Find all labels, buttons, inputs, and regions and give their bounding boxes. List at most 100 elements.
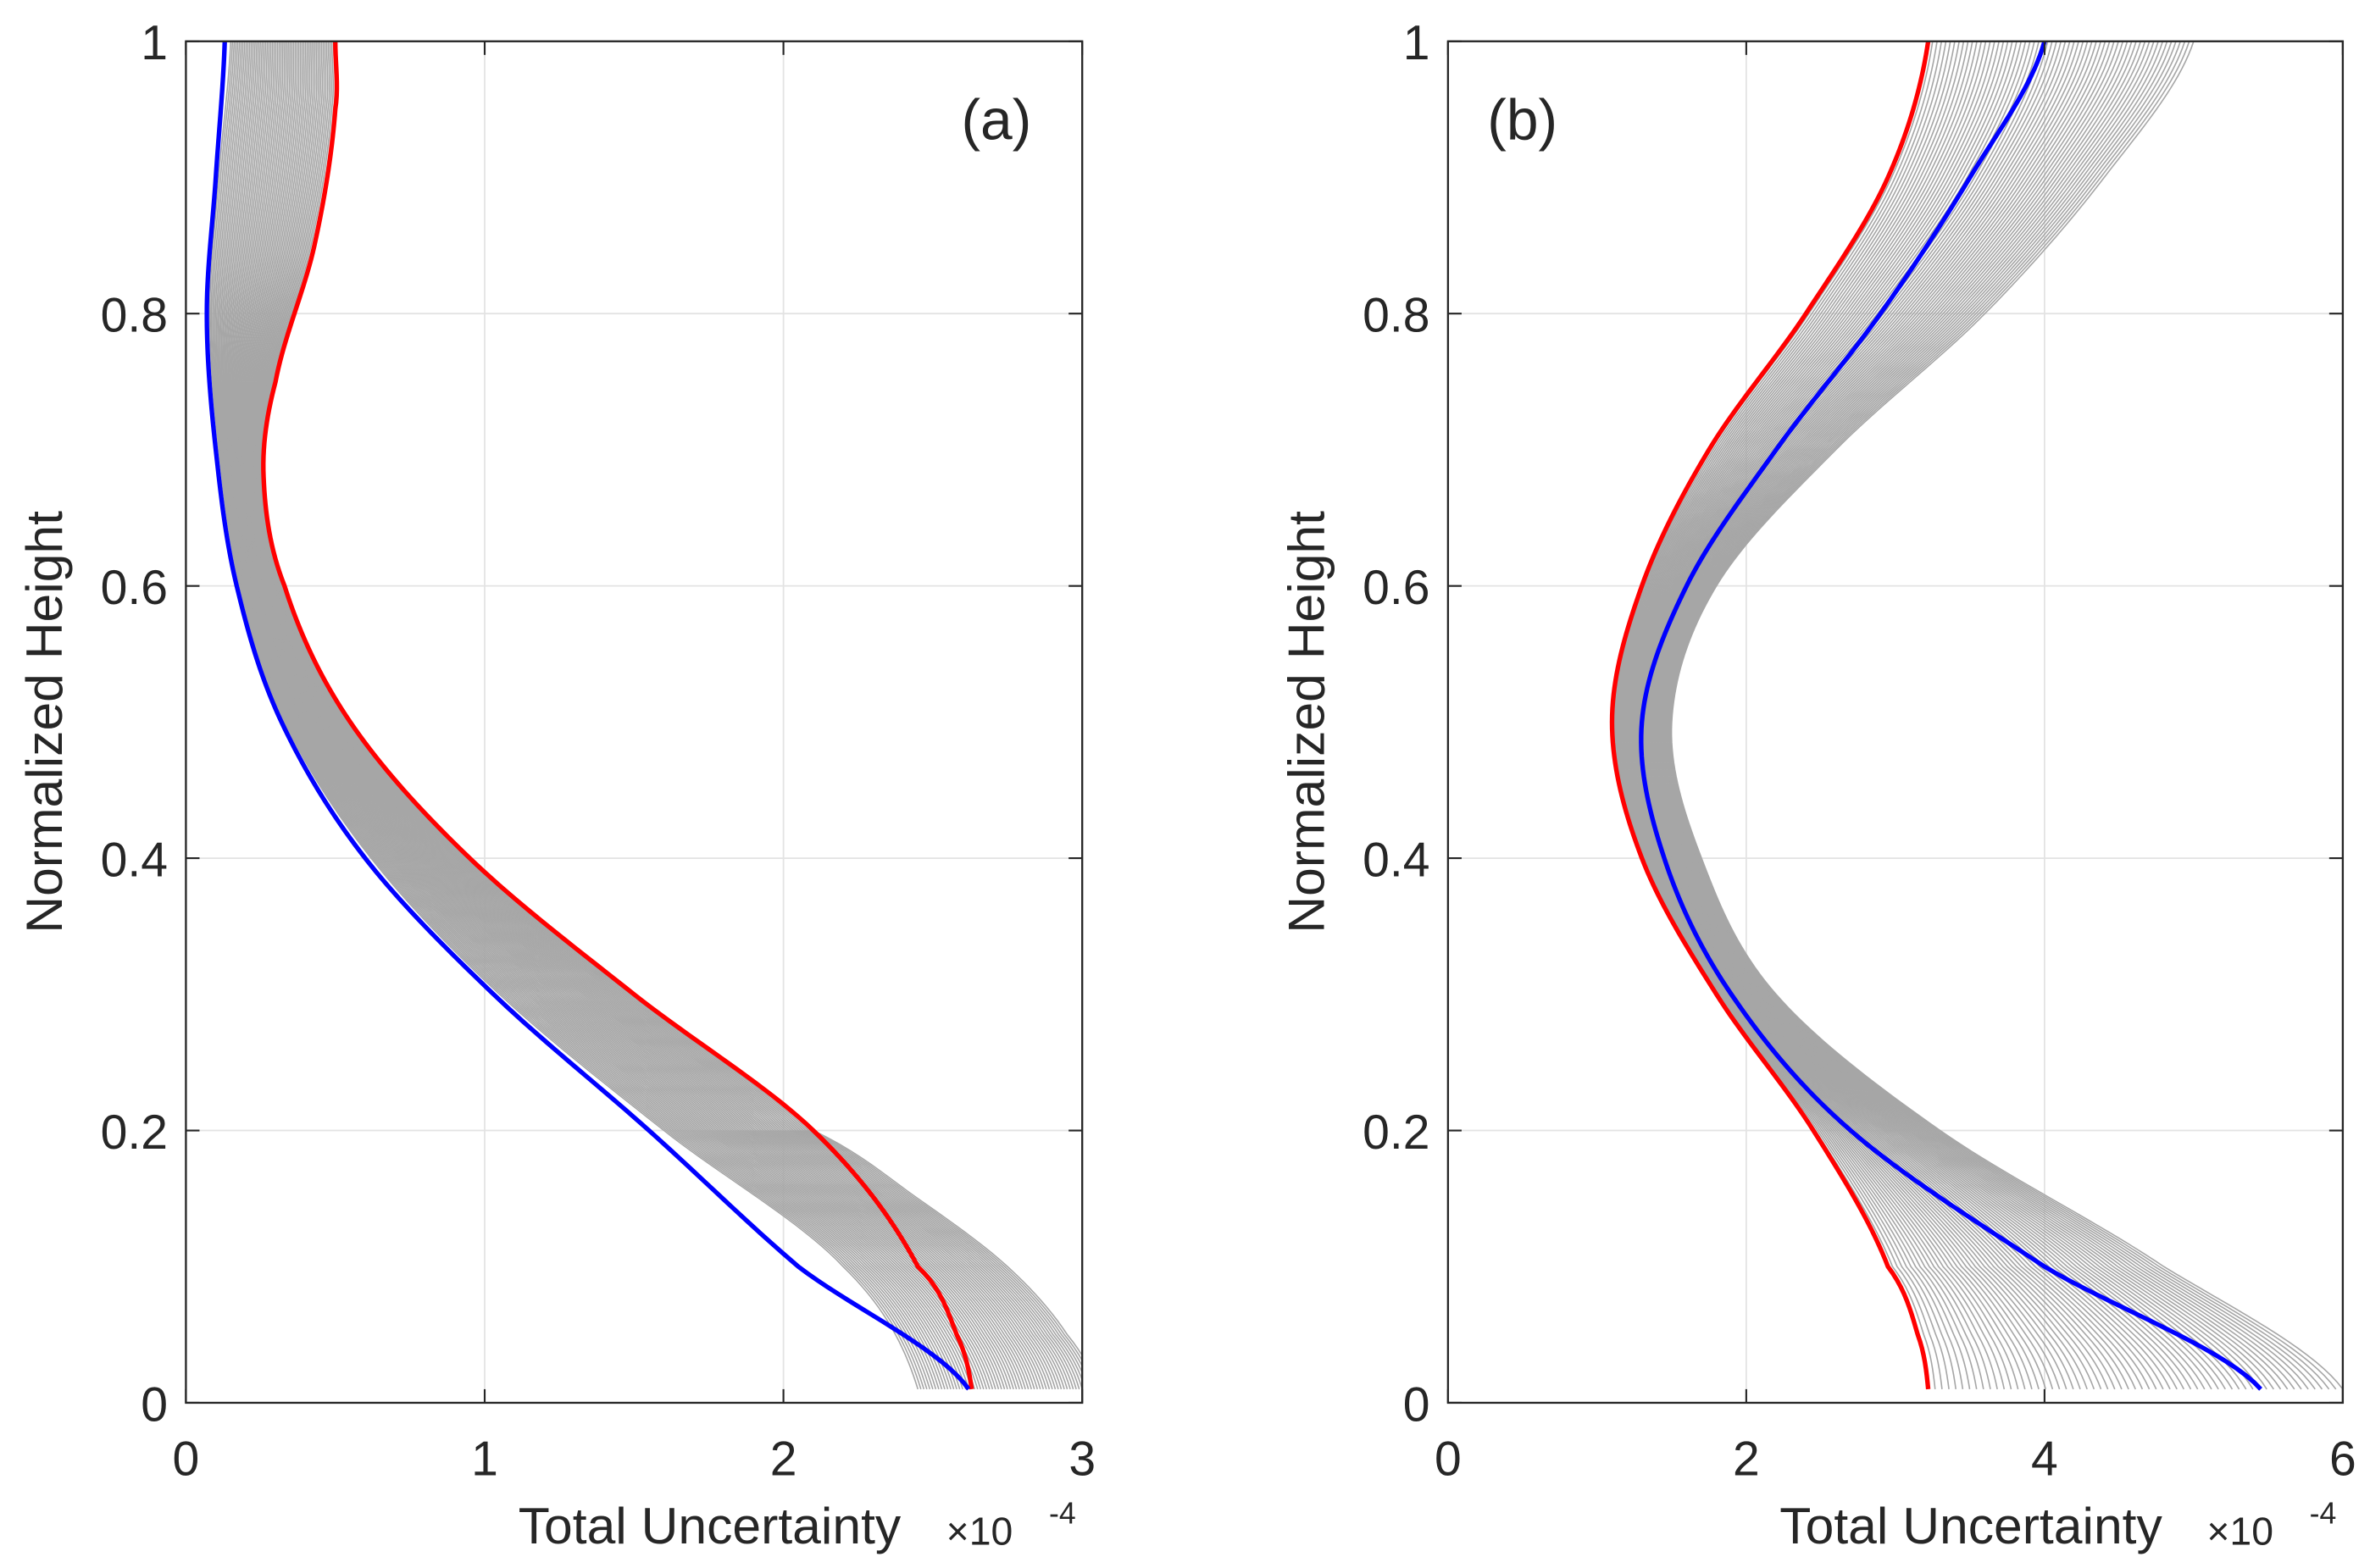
gray-ensemble-line [230,41,976,1390]
gray-ensemble-line [258,41,1080,1390]
gray-ensemble-line [1657,41,2247,1390]
gray-ensemble-line [260,41,1083,1375]
gray-ensemble-line [241,41,1012,1390]
gray-ensemble-line [213,41,928,1390]
x-tick-label: 0 [1435,1432,1462,1487]
gray-ensemble-line [251,41,1051,1390]
y-tick-label: 1 [1403,16,1430,70]
plot-area [204,41,1083,1391]
gray-ensemble-line [223,41,952,1390]
y-tick-label: 0.4 [101,833,168,887]
y-tick-label: 0.6 [1363,561,1429,615]
gray-ensemble-line [235,41,988,1390]
x-tick-label: 3 [1068,1432,1096,1487]
gray-ensemble-line [230,41,973,1390]
gray-ensemble-line [234,41,985,1390]
gray-ensemble-line [238,41,1002,1390]
y-tick-label: 0.2 [1363,1105,1429,1160]
gray-ensemble-line [1651,41,2206,1390]
gray-ensemble-line [219,41,943,1390]
gray-ensemble-line [247,41,1039,1390]
gray-ensemble-line [1638,41,2116,1390]
panel-a: 0 1 2 3 0 0.2 0.4 0.6 0.8 1 Total Uncertainty ×10 -4… [15,16,1096,1554]
gray-ensemble-line [1621,41,1998,1390]
gray-ensemble-line [1646,41,2178,1390]
gray-ensemble-line [239,41,1006,1390]
gray-ensemble-line [1619,41,1984,1390]
gray-ensemble-line [237,41,1000,1390]
gray-ensemble-line [1623,41,2012,1390]
gray-ensemble-line [253,41,1057,1390]
gray-ensemble-line [233,41,982,1390]
gray-ensemble-line [1625,41,2026,1390]
gray-ensemble-line [225,41,957,1390]
gray-ensemble-line [1635,41,2102,1390]
gray-ensemble-line [1657,41,2254,1390]
gray-ensemble-line [262,41,1083,1362]
gray-ensemble-line [243,41,1020,1390]
gray-ensemble-line [252,41,1053,1390]
gray-ensemble-line [1656,41,2240,1390]
gray-ensemble-line [247,41,1033,1390]
gray-ensemble-line [1653,41,2226,1390]
gray-ensemble-line [210,41,922,1390]
gray-ensemble-line [1629,41,2061,1390]
gray-ensemble-line [259,41,1083,1382]
gray-ensemble-line [1627,41,2040,1390]
gray-ensemble-line [220,41,946,1390]
gray-ensemble-line [236,41,994,1390]
x-tick-label: 2 [770,1432,797,1487]
gray-ensemble-line [1644,41,2157,1390]
y-tick-label: 1 [141,16,168,70]
y-tick-label: 0.4 [1363,833,1429,887]
axes-box [1446,40,2345,1405]
gray-ensemble-line [224,41,955,1390]
gray-ensemble-line [248,41,1041,1390]
x-exponent: -4 [2310,1497,2337,1531]
gray-ensemble-line [1614,41,1950,1390]
gray-ensemble-line [229,41,969,1390]
gray-ensemble-line [237,41,996,1390]
gray-ensemble-line [1639,41,2123,1390]
gray-ensemble-line [1649,41,2192,1390]
y-tick-label: 0.8 [1363,289,1429,343]
gray-ensemble-line [254,41,1065,1390]
x-tick-label: 2 [1733,1432,1760,1487]
y-tick-label: 0.6 [101,561,168,615]
gray-ensemble-line [231,41,979,1390]
gray-ensemble-line [1616,41,1964,1390]
gray-ensemble-line [1626,41,2033,1390]
gray-ensemble-line [1665,41,2309,1390]
gray-ensemble-line [1662,41,2282,1390]
gray-ensemble-line [1659,41,2267,1390]
gray-ensemble-line [218,41,940,1390]
gray-ensemble-line [253,41,1063,1390]
x-tick-label: 0 [173,1432,200,1487]
panel-label: (a) [961,89,1031,152]
panel-b: 0 2 4 6 0 0.2 0.4 0.6 0.8 1 Total Uncertainty ×10 -4… [1278,16,2356,1554]
gray-ensemble-line [262,41,1083,1357]
gray-ensemble-line [1637,41,2109,1390]
gray-ensemble-line [257,41,1074,1390]
gray-ensemble-line [215,41,934,1390]
x-tick-label: 6 [2329,1432,2356,1487]
gray-ensemble-line [1631,41,2068,1390]
y-tick-label: 0.2 [101,1105,168,1160]
gray-ensemble-line [247,41,1035,1390]
gray-ensemble-line [228,41,967,1390]
gray-ensemble-line [1664,41,2302,1390]
gray-ensemble-line [246,41,1030,1390]
gray-ensemble-line [242,41,1018,1390]
gray-ensemble-line [1650,41,2199,1390]
axes-box [185,40,1084,1405]
gray-ensemble-line [258,41,1083,1390]
y-tick-label: 0 [1403,1377,1430,1432]
gray-ensemble-line [253,41,1059,1390]
gray-ensemble-line [1651,41,2212,1390]
panel-label: (b) [1487,89,1557,152]
x-axis-label: Total Uncertainty [1779,1497,2162,1554]
gray-ensemble-line [227,41,963,1390]
gray-ensemble-line [244,41,1024,1390]
x-tick-label: 4 [2031,1432,2058,1487]
gray-ensemble-line [1670,41,2343,1390]
